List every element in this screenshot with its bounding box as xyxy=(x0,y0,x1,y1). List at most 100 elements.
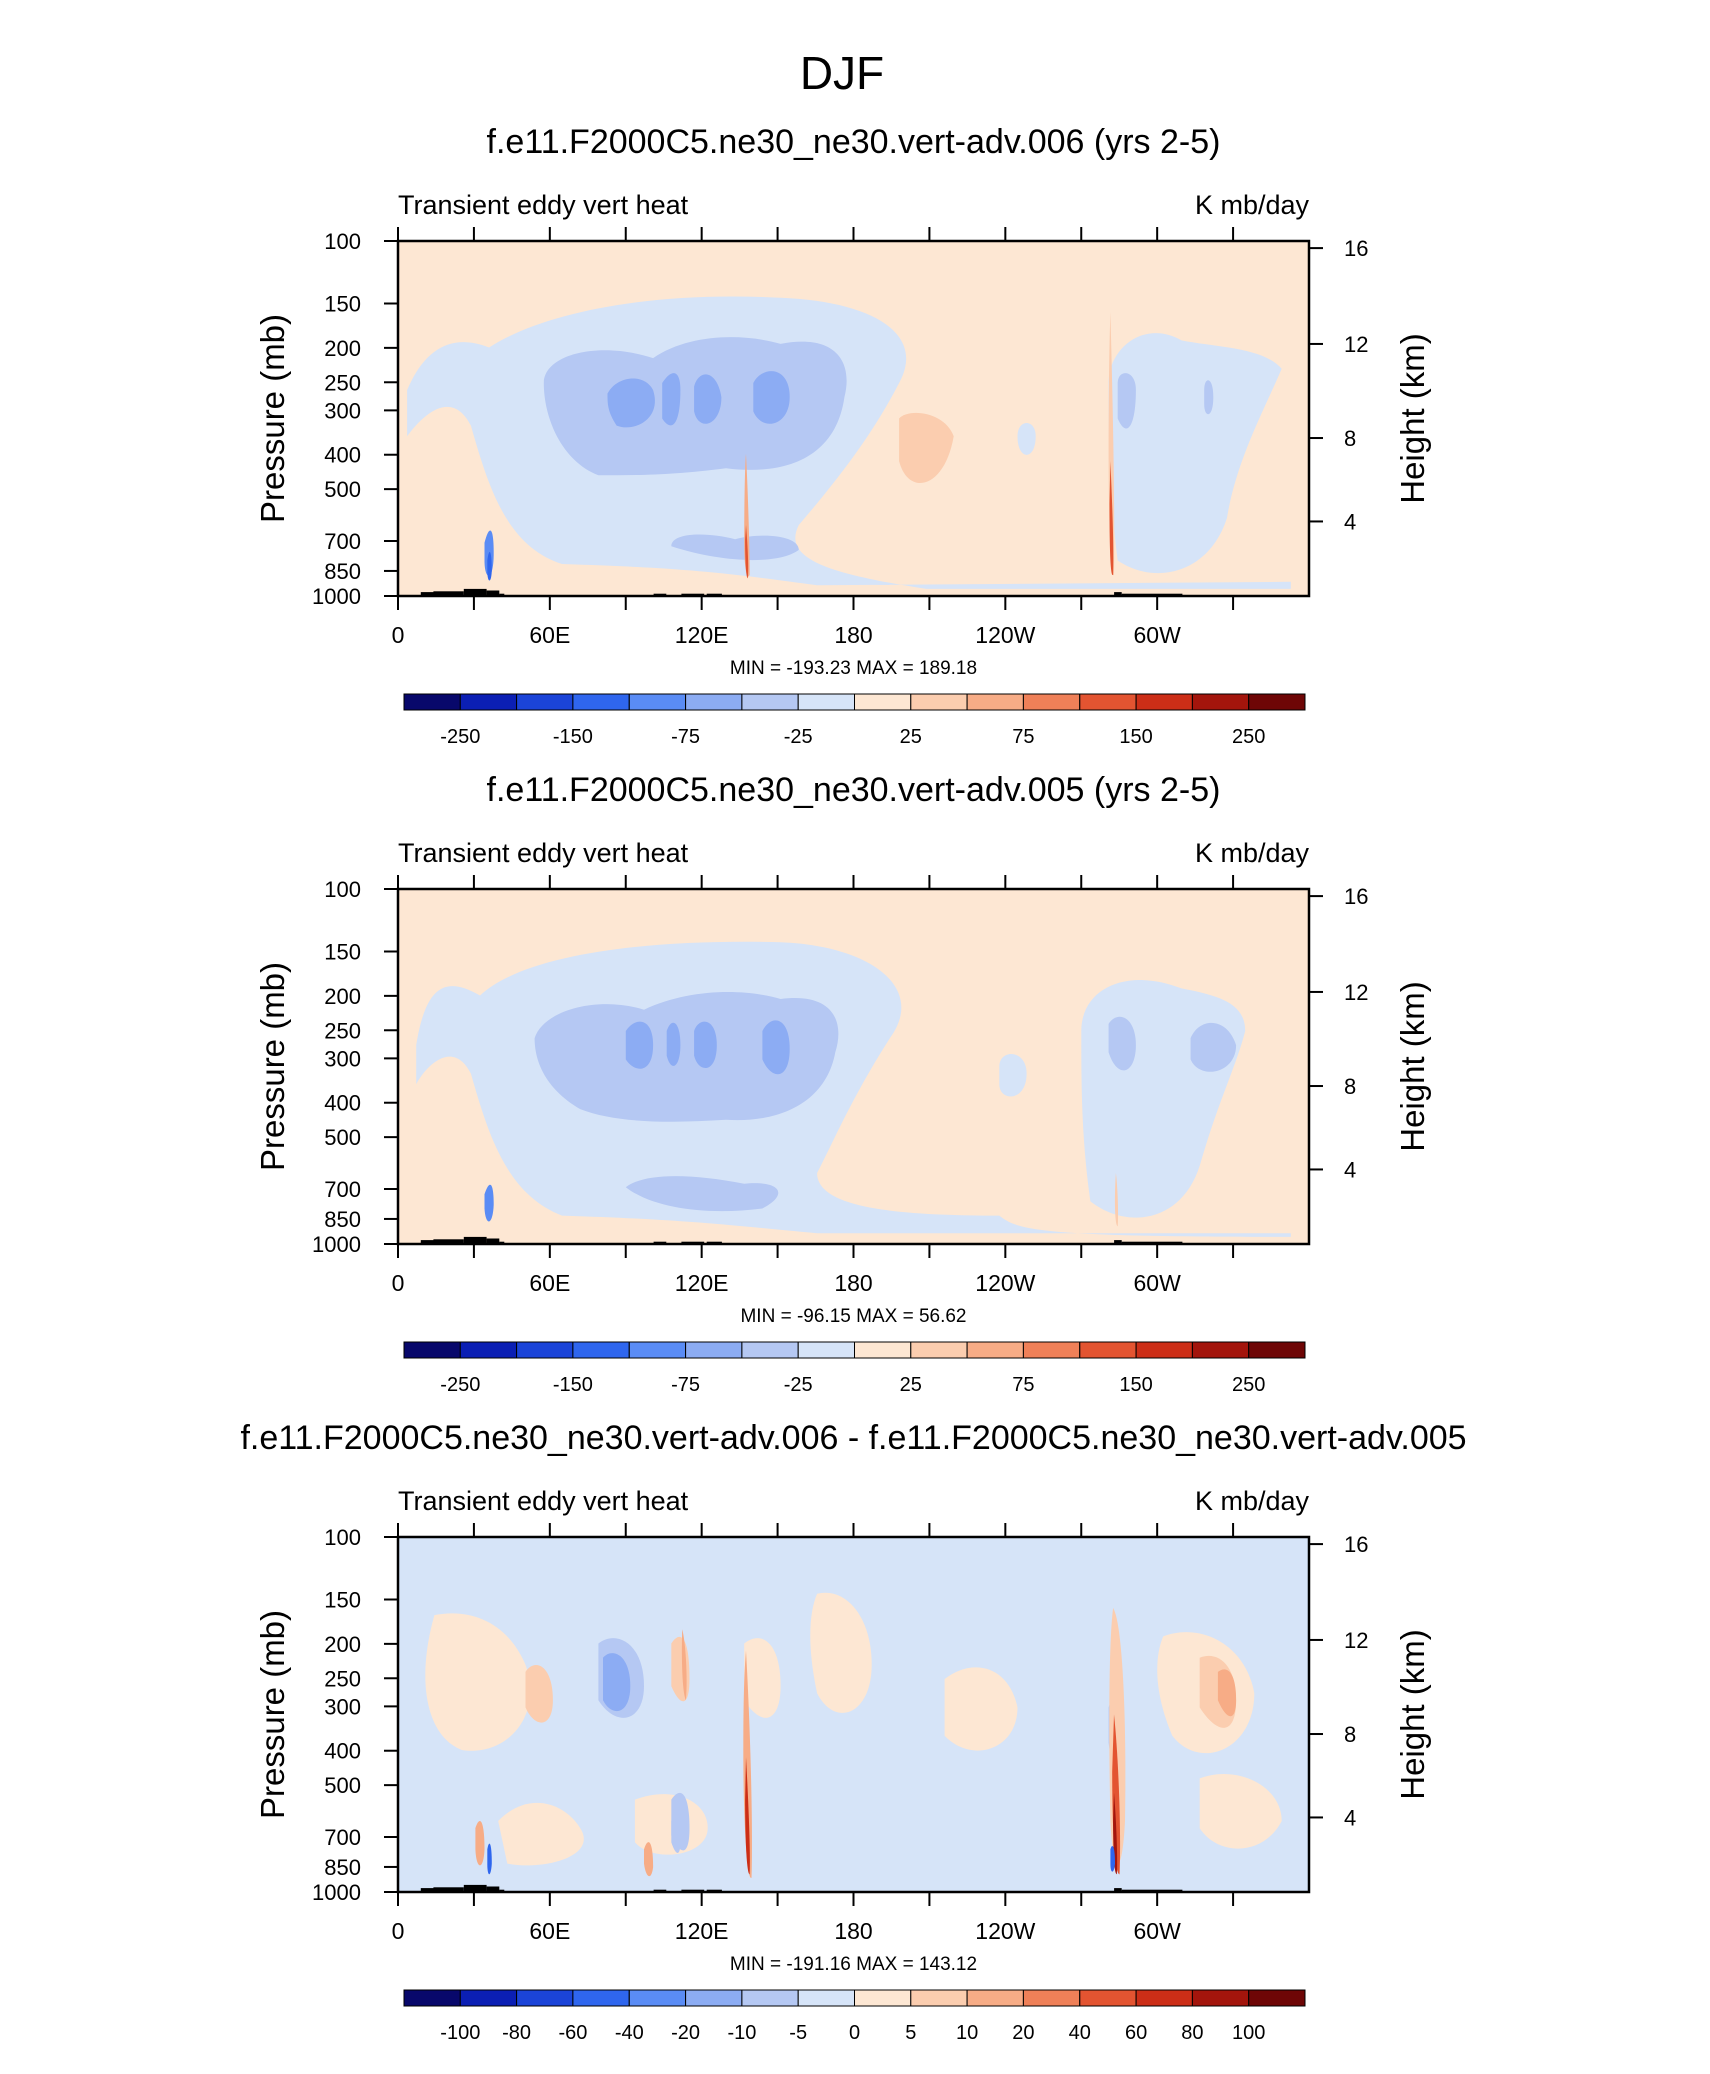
colorbar-label: 100 xyxy=(1232,2022,1265,2044)
colorbar-swatch xyxy=(966,693,1024,711)
contour-field xyxy=(398,1537,1309,1892)
terrain-block xyxy=(1114,592,1122,596)
colorbar-swatch xyxy=(1248,1341,1306,1359)
colorbar-label: 20 xyxy=(1012,2022,1034,2044)
colorbar-label: 60 xyxy=(1125,2022,1147,2044)
colorbar-label: -250 xyxy=(440,1374,480,1396)
contour-region xyxy=(1117,373,1136,429)
colorbar-swatch xyxy=(1135,1989,1193,2007)
terrain-block xyxy=(420,1240,434,1244)
x-tick-label: 180 xyxy=(834,622,872,648)
panel-unit-label: K mb/day xyxy=(1195,190,1310,220)
contour-region xyxy=(681,1629,687,1701)
colorbar-label: 25 xyxy=(900,1374,922,1396)
contour-region xyxy=(534,992,839,1122)
y-axis-label: Pressure (mb) xyxy=(254,962,291,1171)
contour-region xyxy=(1114,1173,1119,1227)
colorbar-label: -25 xyxy=(784,1374,813,1396)
panel-unit-label: K mb/day xyxy=(1195,838,1310,868)
colorbar-label: -75 xyxy=(671,726,700,748)
colorbar-swatch xyxy=(1022,1989,1081,2007)
contour-region xyxy=(762,1020,790,1075)
colorbar-label: -20 xyxy=(671,2022,700,2044)
y-tick-label: 700 xyxy=(324,1825,361,1850)
panel-left-label: Transient eddy vert heat xyxy=(398,1486,689,1516)
y2-axis-label: Height (km) xyxy=(1394,1629,1431,1800)
y-tick-label: 300 xyxy=(324,398,361,423)
terrain-block xyxy=(433,1887,464,1892)
colorbar-swatch xyxy=(403,1341,461,1359)
y2-tick-label: 16 xyxy=(1344,236,1368,261)
contour-region xyxy=(1199,1773,1282,1849)
terrain-block xyxy=(486,590,500,596)
y-tick-label: 700 xyxy=(324,1177,361,1202)
colorbar-swatch xyxy=(685,1341,743,1359)
y-tick-label: 850 xyxy=(324,1855,361,1880)
y2-tick-label: 12 xyxy=(1344,1628,1368,1653)
colorbar-swatch xyxy=(854,1341,912,1359)
contour-region xyxy=(1108,1016,1136,1071)
colorbar-label: 80 xyxy=(1181,2022,1203,2044)
y-tick-label: 400 xyxy=(324,1739,361,1764)
contour-region xyxy=(671,534,799,561)
y2-tick-label: 12 xyxy=(1344,980,1368,1005)
contour-region xyxy=(1110,1845,1115,1872)
colorbar-swatch xyxy=(854,1989,912,2007)
y-axis-label: Pressure (mb) xyxy=(254,1610,291,1819)
y-tick-label: 250 xyxy=(324,1018,361,1043)
y2-tick-label: 8 xyxy=(1344,1722,1356,1747)
colorbar-swatch xyxy=(516,1341,574,1359)
contour-region xyxy=(603,1653,631,1712)
y-tick-label: 700 xyxy=(324,529,361,554)
y-tick-label: 400 xyxy=(324,1091,361,1116)
colorbar-label: -60 xyxy=(558,2022,587,2044)
y-tick-label: 150 xyxy=(324,940,361,965)
y2-tick-label: 4 xyxy=(1344,509,1356,534)
contour-field xyxy=(398,889,1309,1244)
x-tick-label: 60E xyxy=(529,1270,570,1296)
contour-region xyxy=(745,525,749,579)
terrain-block xyxy=(463,1236,487,1244)
x-tick-label: 120W xyxy=(975,1918,1035,1944)
terrain-block xyxy=(486,1238,500,1244)
panel-left-label: Transient eddy vert heat xyxy=(398,190,689,220)
terrain-block xyxy=(420,592,434,596)
colorbar-label: -25 xyxy=(784,726,813,748)
y-tick-label: 500 xyxy=(324,1773,361,1798)
colorbar-swatch xyxy=(572,1341,630,1359)
x-tick-label: 120W xyxy=(975,622,1035,648)
x-tick-label: 60E xyxy=(529,622,570,648)
terrain-block xyxy=(420,1888,434,1892)
colorbar-swatch xyxy=(854,693,912,711)
panel-title: f.e11.F2000C5.ne30_ne30.vert-adv.006 - f… xyxy=(240,1419,1466,1457)
colorbar-swatch xyxy=(572,693,630,711)
contour-field xyxy=(398,241,1309,596)
colorbar-label: 75 xyxy=(1012,1374,1034,1396)
panel-unit-label: K mb/day xyxy=(1195,1486,1310,1516)
panel-3: f.e11.F2000C5.ne30_ne30.vert-adv.006 - f… xyxy=(240,1419,1466,2044)
y-tick-label: 1000 xyxy=(312,584,361,609)
x-tick-label: 0 xyxy=(392,622,405,648)
terrain-block xyxy=(433,591,464,596)
min-max-label: MIN = -191.16 MAX = 143.12 xyxy=(730,1954,977,1975)
terrain-block xyxy=(486,1886,500,1892)
y-tick-label: 850 xyxy=(324,559,361,584)
colorbar-swatch xyxy=(797,1341,856,1359)
x-tick-label: 180 xyxy=(834,1918,872,1944)
y2-tick-label: 4 xyxy=(1344,1805,1356,1830)
x-tick-label: 180 xyxy=(834,1270,872,1296)
x-tick-label: 120E xyxy=(675,1918,729,1944)
y-tick-label: 100 xyxy=(324,229,361,254)
colorbar-label: 40 xyxy=(1069,2022,1091,2044)
y-tick-label: 150 xyxy=(324,292,361,317)
y2-tick-label: 16 xyxy=(1344,1532,1368,1557)
colorbar-swatch xyxy=(1079,1989,1137,2007)
y-tick-label: 200 xyxy=(324,336,361,361)
colorbar-swatch xyxy=(572,1989,630,2007)
y-tick-label: 200 xyxy=(324,1632,361,1657)
colorbar-label: 25 xyxy=(900,726,922,748)
colorbar-swatch xyxy=(797,693,856,711)
contour-region xyxy=(899,412,954,484)
colorbar-label: -100 xyxy=(440,2022,480,2044)
